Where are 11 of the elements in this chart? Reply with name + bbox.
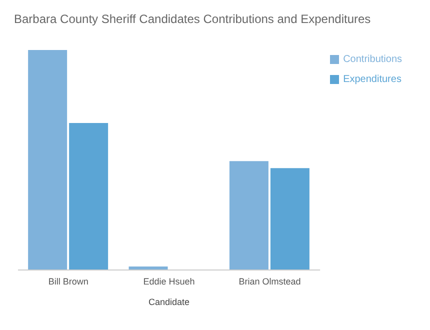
- chart-title: Barbara County Sheriff Candidates Contributions and Expenditures: [13, 11, 372, 28]
- legend-label: Contributions: [343, 54, 402, 65]
- x-tick-label: Bill Brown: [48, 276, 88, 286]
- bar: [270, 168, 310, 270]
- bar: [69, 123, 108, 270]
- x-axis-title: Candidate: [148, 297, 190, 307]
- bar: [28, 50, 68, 270]
- x-tick-label: Eddie Hsueh: [143, 276, 195, 286]
- bar: [229, 161, 268, 270]
- legend-label: Expenditures: [343, 74, 402, 85]
- x-tick-label: Brian Olmstead: [238, 276, 301, 286]
